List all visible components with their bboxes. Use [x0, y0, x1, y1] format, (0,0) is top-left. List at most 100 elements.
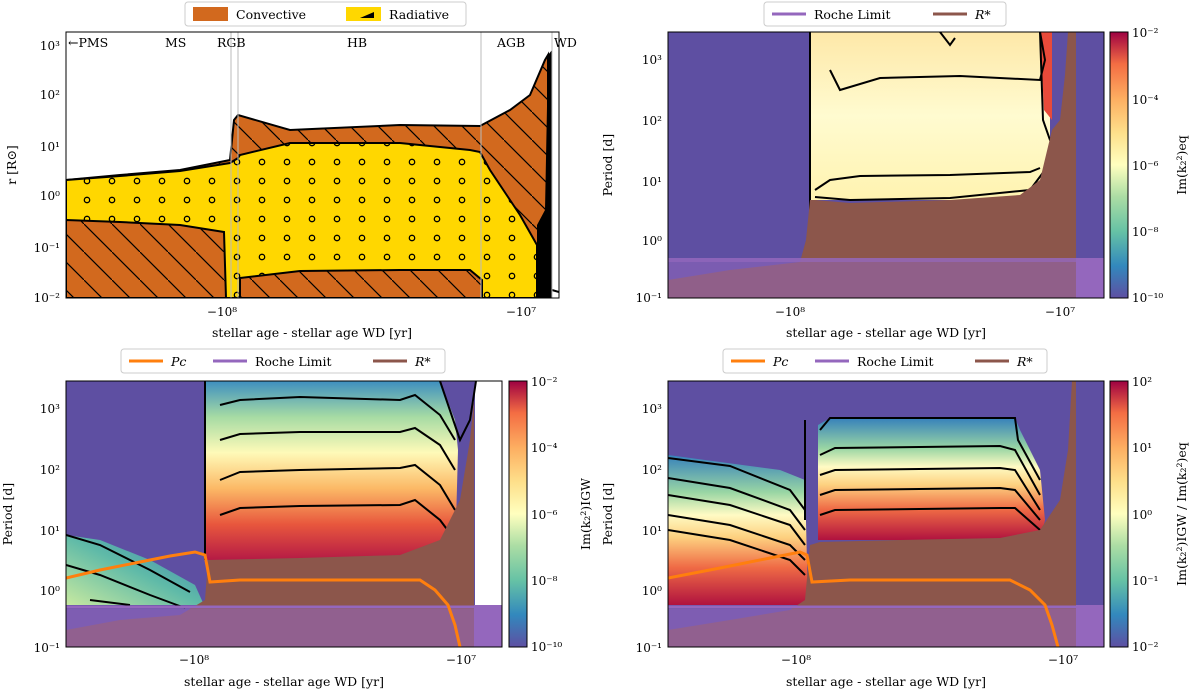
cbar-tick: 10²	[1132, 375, 1152, 389]
legend-label: Pc	[170, 354, 186, 369]
legend-swatch-convective	[193, 7, 228, 21]
xtick: −10⁸	[179, 653, 209, 667]
legend-label: R*	[414, 354, 431, 369]
y-axis-label: Period [d]	[0, 483, 15, 545]
legend-label: R*	[1016, 354, 1033, 369]
legend-label: R*	[974, 7, 991, 22]
phase-wd: WD	[554, 35, 577, 50]
cbar-tick: 10⁻⁶	[531, 508, 558, 522]
ytick: 10⁻¹	[34, 241, 60, 255]
hb-convective-core	[239, 269, 483, 298]
phase-agb: AGB	[496, 35, 525, 50]
cbar-tick: 10⁻⁴	[1132, 93, 1159, 107]
ytick: 10⁰	[40, 584, 60, 598]
heatmap-d-pre	[668, 455, 808, 605]
ytick: 10⁻¹	[34, 641, 60, 655]
legend-swatch-radiative	[346, 7, 381, 21]
colorbar-label: Im(k₂²)eq	[1174, 135, 1189, 195]
x-axis-label: stellar age - stellar age WD [yr]	[786, 674, 986, 689]
legend-c: Pc Roche Limit R*	[120, 348, 446, 374]
legend-label: Roche Limit	[814, 7, 891, 22]
ytick: 10³	[40, 402, 60, 416]
legend-d: Pc Roche Limit R*	[722, 348, 1048, 374]
ytick: 10²	[40, 88, 60, 102]
cbar-tick: 10⁻¹⁰	[1132, 291, 1163, 305]
ytick: 10¹	[40, 140, 60, 154]
colorbar-label: Im(k₂²)IGW / Im(k₂²)eq	[1174, 442, 1189, 586]
colorbar-b	[1109, 31, 1129, 299]
convective-core	[66, 218, 228, 298]
colorbar-ticks-b: 10⁻² 10⁻⁴ 10⁻⁶ 10⁻⁸ 10⁻¹⁰	[1132, 26, 1163, 305]
legend-b: Roche Limit R*	[763, 1, 1007, 27]
ytick: 10⁰	[642, 234, 662, 248]
legend-label: Pc	[772, 354, 788, 369]
cbar-tick: 10⁻⁸	[1132, 225, 1159, 239]
legend-label: Radiative	[389, 7, 449, 22]
xtick: −10⁸	[781, 653, 811, 667]
ytick: 10²	[40, 463, 60, 477]
ytick: 10³	[642, 402, 662, 416]
heatmap-b	[810, 32, 1052, 200]
colorbar-c	[508, 380, 528, 648]
panel-a: ←PMS MS RGB HB AGB WD 10³ 10² 10¹ 10⁰ 10…	[4, 1, 577, 340]
ytick: 10⁻²	[34, 291, 61, 305]
heatmap-c-pre	[66, 535, 204, 605]
ytick: 10³	[642, 53, 662, 67]
cbar-tick: 10⁻⁸	[531, 574, 558, 588]
y-ticks-d: 10³ 10² 10¹ 10⁰ 10⁻¹	[636, 402, 663, 655]
rstar-area-b	[668, 32, 1076, 298]
x-axis-label: stellar age - stellar age WD [yr]	[212, 325, 412, 340]
cbar-tick: 10⁻¹	[1132, 574, 1158, 588]
pc-line-c	[66, 550, 462, 647]
colorbar-ticks-d: 10² 10¹ 10⁰ 10⁻¹ 10⁻²	[1132, 375, 1159, 654]
x-axis-label: stellar age - stellar age WD [yr]	[786, 325, 986, 340]
xtick: −10⁷	[1045, 305, 1075, 319]
ytick: 10²	[642, 463, 662, 477]
ytick: 10⁻¹	[636, 641, 662, 655]
ytick: 10¹	[642, 524, 662, 538]
cbar-tick: 10⁻²	[1132, 640, 1159, 654]
ytick: 10⁰	[40, 189, 60, 203]
legend-a: Convective Radiative	[184, 1, 467, 27]
cbar-tick: 10⁻²	[531, 375, 558, 389]
pc-line-d	[668, 550, 1060, 647]
ytick: 10²	[642, 114, 662, 128]
cbar-tick: 10⁰	[1132, 508, 1152, 522]
panel-b: 10³ 10² 10¹ 10⁰ 10⁻¹ −10⁸ −10⁷ stellar a…	[600, 1, 1189, 340]
ytick: 10³	[40, 39, 60, 53]
y-ticks-a: 10³ 10² 10¹ 10⁰ 10⁻¹ 10⁻²	[34, 39, 61, 305]
heatmap-c	[205, 381, 458, 560]
ytick: 10⁻¹	[636, 291, 662, 305]
colorbar-label: Im(k₂²)IGW	[578, 478, 593, 550]
y-ticks-b: 10³ 10² 10¹ 10⁰ 10⁻¹	[636, 53, 663, 305]
ytick: 10¹	[40, 524, 60, 538]
ytick: 10¹	[642, 175, 662, 189]
phase-hb: HB	[347, 35, 367, 50]
y-axis-label: Period [d]	[600, 134, 615, 196]
cbar-tick: 10⁻⁶	[1132, 159, 1159, 173]
cbar-tick: 10⁻⁴	[531, 441, 558, 455]
wd-region	[537, 50, 552, 298]
colorbar-ticks-c: 10⁻² 10⁻⁴ 10⁻⁶ 10⁻⁸ 10⁻¹⁰	[531, 375, 562, 654]
cbar-tick: 10⁻¹⁰	[531, 640, 562, 654]
heatmap-d	[818, 418, 1045, 540]
panel-c: 10³ 10² 10¹ 10⁰ 10⁻¹ −10⁸ −10⁷ stellar a…	[0, 348, 593, 689]
xtick: −10⁸	[207, 305, 237, 319]
cbar-tick: 10¹	[1132, 441, 1152, 455]
xtick: −10⁸	[775, 305, 805, 319]
legend-label: Roche Limit	[857, 354, 934, 369]
colorbar-d	[1109, 380, 1129, 648]
cbar-tick: 10⁻²	[1132, 26, 1159, 40]
x-axis-label: stellar age - stellar age WD [yr]	[184, 674, 384, 689]
panel-d: 10³ 10² 10¹ 10⁰ 10⁻¹ −10⁸ −10⁷ stellar a…	[600, 348, 1189, 689]
phase-ms: MS	[165, 35, 186, 50]
y-axis-label: r [R⊙]	[4, 145, 19, 185]
y-ticks-c: 10³ 10² 10¹ 10⁰ 10⁻¹	[34, 402, 61, 655]
xtick: −10⁷	[506, 305, 536, 319]
y-axis-label: Period [d]	[600, 483, 615, 545]
ytick: 10⁰	[642, 584, 662, 598]
phase-rgb: RGB	[217, 35, 246, 50]
legend-label: Roche Limit	[255, 354, 332, 369]
xtick: −10⁷	[446, 653, 476, 667]
